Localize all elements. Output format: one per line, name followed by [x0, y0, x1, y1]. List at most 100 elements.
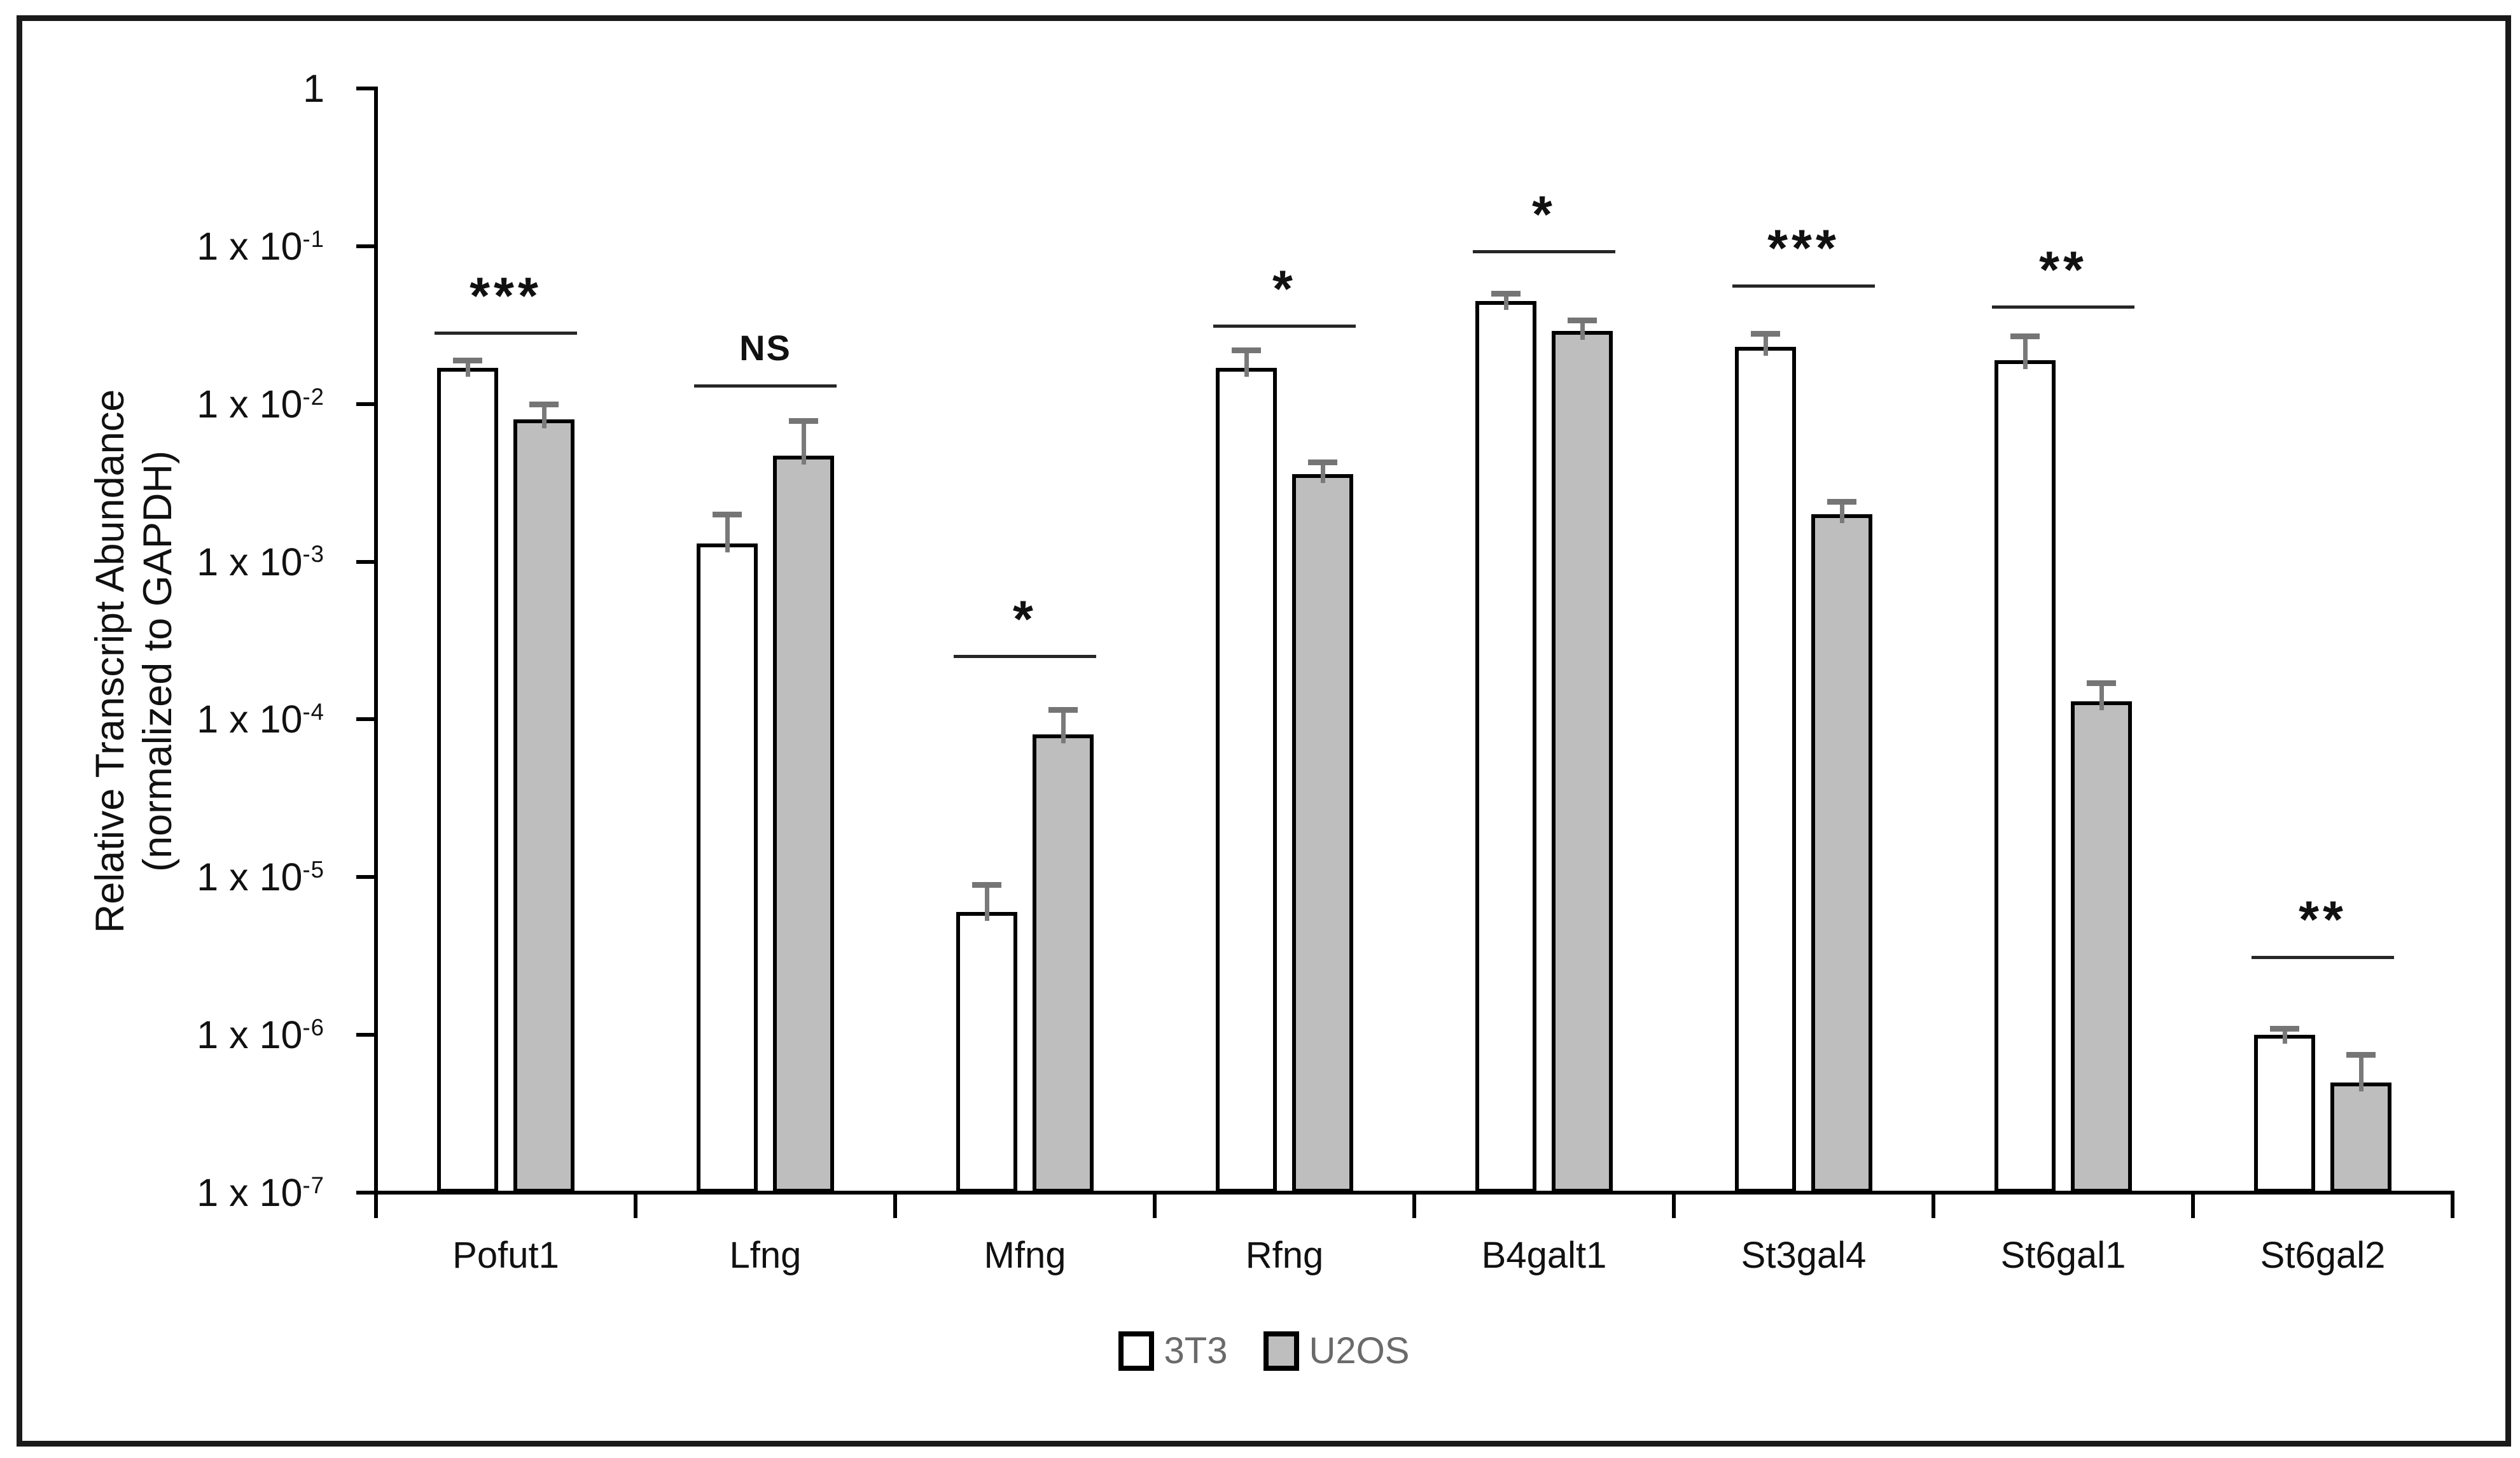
plot-area: Relative Transcript Abundance (normalize…: [22, 21, 2505, 1441]
bar-u2os-mfng: [1033, 734, 1094, 1193]
bar-u2os-st6gal2: [2330, 1082, 2391, 1193]
significance-line-b4galt1: [1473, 250, 1615, 254]
error-bar-cap: [2346, 1052, 2376, 1058]
bar-3t3-b4galt1: [1475, 300, 1536, 1193]
error-bar-stem: [2099, 683, 2104, 711]
error-bar-stem: [2358, 1055, 2363, 1091]
x-tick-mark: [1153, 1193, 1157, 1218]
y-tick-label: 1 x 10-5: [197, 855, 324, 899]
y-tick-label: 1 x 10-2: [197, 382, 324, 426]
x-tick-mark: [893, 1193, 897, 1218]
bar-u2os-rfng: [1292, 473, 1353, 1193]
significance-line-mfng: [954, 655, 1096, 659]
significance-label-st6gal2: **: [2299, 891, 2347, 950]
error-bar-stem: [984, 884, 989, 922]
x-category-label: Rfng: [1245, 1235, 1324, 1276]
error-bar-stem: [1061, 710, 1066, 744]
bar-3t3-pofut1: [437, 367, 498, 1193]
significance-line-pofut1: [435, 332, 577, 335]
error-bar-cap: [1827, 499, 1856, 505]
significance-line-st6gal1: [1992, 305, 2134, 309]
significance-label-lfng: NS: [739, 328, 791, 368]
error-bar-stem: [1580, 319, 1585, 340]
significance-line-st6gal2: [2252, 955, 2394, 959]
legend-item-u2os: U2OS: [1263, 1330, 1410, 1371]
x-category-label: St6gal2: [2260, 1235, 2386, 1276]
bar-3t3-rfng: [1216, 367, 1277, 1193]
x-category-label: Pofut1: [452, 1235, 559, 1276]
error-bar-stem: [725, 514, 730, 553]
bar-3t3-lfng: [697, 543, 758, 1193]
y-axis-line: [374, 87, 378, 1195]
legend-label-3t3: 3T3: [1164, 1330, 1228, 1371]
figure-frame: Relative Transcript Abundance (normalize…: [17, 15, 2511, 1447]
error-bar-stem: [1839, 501, 1844, 523]
bar-u2os-st3gal4: [1811, 514, 1872, 1193]
significance-label-b4galt1: *: [1532, 185, 1556, 244]
y-tick-label: 1: [303, 67, 324, 110]
significance-line-rfng: [1213, 325, 1356, 328]
bar-u2os-lfng: [773, 455, 834, 1193]
significance-label-mfng: *: [1013, 590, 1037, 648]
bar-u2os-pofut1: [513, 419, 574, 1193]
x-category-label: B4galt1: [1481, 1235, 1607, 1276]
bar-3t3-st6gal1: [1994, 360, 2056, 1193]
x-tick-mark: [374, 1193, 378, 1218]
y-tick-mark: [356, 402, 376, 406]
bar-3t3-mfng: [956, 912, 1017, 1193]
error-bar-cap: [1751, 330, 1780, 337]
bar-3t3-st3gal4: [1735, 347, 1796, 1193]
x-category-label: Lfng: [729, 1235, 802, 1276]
significance-label-pofut1: ***: [470, 267, 542, 325]
error-bar-stem: [1503, 293, 1508, 310]
y-tick-label: 1 x 10-4: [197, 697, 324, 741]
x-tick-mark: [1672, 1193, 1676, 1218]
error-bar-cap: [1232, 347, 1261, 353]
x-tick-mark: [2191, 1193, 2195, 1218]
error-bar-cap: [1568, 317, 1597, 323]
x-category-label: St3gal4: [1741, 1235, 1867, 1276]
error-bar-cap: [453, 357, 482, 363]
error-bar-cap: [2087, 680, 2116, 687]
y-tick-mark: [356, 87, 376, 90]
significance-label-st6gal1: **: [2039, 241, 2087, 299]
y-tick-mark: [356, 1033, 376, 1037]
x-tick-mark: [634, 1193, 637, 1218]
bar-3t3-st6gal2: [2254, 1035, 2315, 1193]
error-bar-cap: [1308, 459, 1337, 465]
y-tick-label: 1 x 10-6: [197, 1013, 324, 1057]
error-bar-stem: [1244, 349, 1249, 377]
x-category-label: Mfng: [984, 1235, 1066, 1276]
legend-label-u2os: U2OS: [1309, 1330, 1410, 1371]
y-tick-mark: [356, 717, 376, 722]
error-bar-cap: [529, 401, 559, 407]
legend: 3T3 U2OS: [22, 1331, 2505, 1371]
significance-line-lfng: [694, 384, 837, 388]
error-bar-stem: [541, 403, 546, 428]
error-bar-cap: [2010, 333, 2040, 339]
y-tick-exponent: -7: [302, 1172, 324, 1198]
x-tick-mark: [1932, 1193, 1935, 1218]
error-bar-stem: [1763, 333, 1768, 356]
y-tick-mark: [356, 559, 376, 564]
error-bar-stem: [801, 421, 806, 465]
y-tick-label: 1 x 10-3: [197, 540, 324, 584]
y-tick-label: 1 x 10-1: [197, 224, 324, 268]
y-tick-mark: [356, 875, 376, 880]
error-bar-stem: [1320, 461, 1325, 483]
error-bar-stem: [465, 360, 470, 377]
y-tick-exponent: -2: [302, 383, 324, 410]
error-bar-stem: [2282, 1028, 2287, 1044]
error-bar-cap: [789, 418, 818, 424]
y-tick-exponent: -3: [302, 541, 324, 568]
y-tick-mark: [356, 1191, 376, 1195]
y-tick-exponent: -6: [302, 1014, 324, 1041]
y-tick-exponent: -4: [302, 699, 324, 725]
error-bar-stem: [2022, 335, 2028, 369]
x-tick-mark: [1412, 1193, 1416, 1218]
significance-line-st3gal4: [1732, 284, 1875, 288]
legend-swatch-3t3: [1118, 1331, 1154, 1371]
legend-item-3t3: 3T3: [1118, 1331, 1228, 1371]
x-axis-line: [374, 1191, 2454, 1195]
error-bar-cap: [2270, 1025, 2299, 1032]
